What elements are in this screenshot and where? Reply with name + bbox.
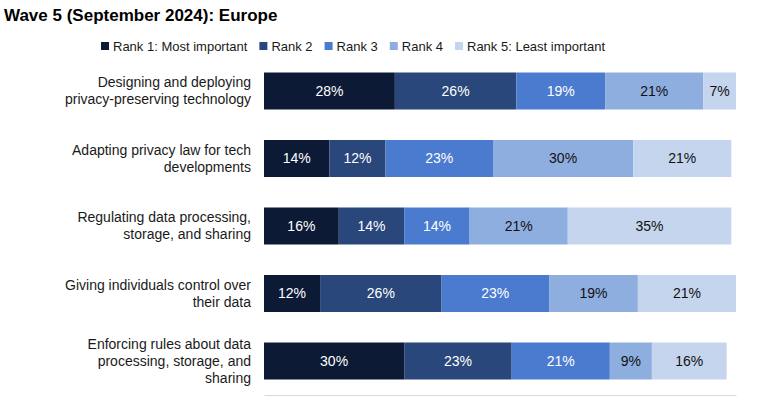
bar-segment xyxy=(442,275,549,312)
data-label: 19% xyxy=(579,285,607,301)
data-label: 30% xyxy=(320,353,348,369)
bar-segment xyxy=(633,140,731,177)
bar-segment xyxy=(264,73,395,110)
chart: Wave 5 (September 2024): Europe Rank 1: M… xyxy=(0,0,769,399)
legend-swatch xyxy=(101,42,109,50)
bar-segment xyxy=(264,208,339,245)
data-label: 26% xyxy=(367,285,395,301)
category-label-line: developments xyxy=(164,159,251,175)
legend-entry: Rank 5: Least important xyxy=(455,39,605,54)
title: Wave 5 (September 2024): Europe xyxy=(4,6,277,25)
bar-segment xyxy=(605,73,703,110)
data-label: 26% xyxy=(442,83,470,99)
data-label: 14% xyxy=(283,150,311,166)
data-label: 35% xyxy=(636,218,664,234)
legend-swatch xyxy=(455,42,463,50)
data-label: 19% xyxy=(547,83,575,99)
data-label: 7% xyxy=(710,83,730,99)
bar-segment xyxy=(493,140,633,177)
data-label: 21% xyxy=(640,83,668,99)
data-label: 14% xyxy=(357,218,385,234)
bar-segment xyxy=(320,275,442,312)
data-label: 28% xyxy=(315,83,343,99)
category-label-line: Designing and deploying xyxy=(98,74,251,90)
legend-label: Rank 2 xyxy=(271,39,312,54)
legend-entry: Rank 1: Most important xyxy=(101,39,248,54)
bar-segment xyxy=(638,275,736,312)
data-label: 21% xyxy=(505,218,533,234)
bar-segment xyxy=(264,275,320,312)
category-label: Designing and deployingprivacy-preservin… xyxy=(65,74,251,107)
data-label: 9% xyxy=(621,353,641,369)
bar-segment xyxy=(512,343,610,380)
category-label-line: Enforcing rules about data xyxy=(88,336,252,352)
category-label-line: Adapting privacy law for tech xyxy=(72,142,251,158)
legend-swatch xyxy=(259,42,267,50)
category-label-line: processing, storage, and xyxy=(98,353,251,369)
category-label: Adapting privacy law for techdevelopment… xyxy=(72,142,251,175)
data-label: 21% xyxy=(673,285,701,301)
legend-entry: Rank 4 xyxy=(390,39,443,54)
data-label: 23% xyxy=(444,353,472,369)
bar-segment xyxy=(549,275,638,312)
category-label: Regulating data processing,storage, and … xyxy=(77,209,251,242)
data-label: 23% xyxy=(481,285,509,301)
category-labels: Designing and deployingprivacy-preservin… xyxy=(65,74,251,386)
bars xyxy=(264,73,736,380)
category-label-line: storage, and sharing xyxy=(123,226,251,242)
bar-segment xyxy=(404,208,469,245)
bar-segment xyxy=(470,208,568,245)
category-label-line: Giving individuals control over xyxy=(65,277,251,293)
bar-segment xyxy=(386,140,493,177)
legend-label: Rank 4 xyxy=(402,39,443,54)
data-label: 16% xyxy=(675,353,703,369)
bar-segment xyxy=(703,73,736,110)
legend-label: Rank 5: Least important xyxy=(467,39,605,54)
data-label: 12% xyxy=(278,285,306,301)
legend-swatch xyxy=(325,42,333,50)
bar-segment xyxy=(568,208,732,245)
category-label: Giving individuals control overtheir dat… xyxy=(65,277,251,310)
bar-segment xyxy=(404,343,511,380)
data-label: 23% xyxy=(425,150,453,166)
category-label-line: their data xyxy=(193,294,252,310)
x-axis xyxy=(265,395,737,396)
data-label: 21% xyxy=(547,353,575,369)
bar-segment xyxy=(329,140,385,177)
category-label-line: sharing xyxy=(205,370,251,386)
data-label: 12% xyxy=(343,150,371,166)
x-axis-line xyxy=(265,395,737,396)
bar-segment xyxy=(610,343,652,380)
data-label: 30% xyxy=(549,150,577,166)
legend-entry: Rank 3 xyxy=(325,39,378,54)
data-label: 14% xyxy=(423,218,451,234)
legend: Rank 1: Most important Rank 2 Rank 3 Rank 4… xyxy=(101,39,605,54)
legend-swatch xyxy=(390,42,398,50)
bar-segment xyxy=(264,343,404,380)
bar-segment xyxy=(395,73,517,110)
data-labels: 28% 14% 16% 12% 30% 26% 12% 14% 26% 23% 19% 23% 14% 2… xyxy=(278,83,730,369)
legend-label: Rank 1: Most important xyxy=(113,39,248,54)
data-label: 16% xyxy=(287,218,315,234)
bar-segment xyxy=(339,208,404,245)
legend-entry: Rank 2 xyxy=(259,39,312,54)
category-label: Enforcing rules about dataprocessing, st… xyxy=(88,336,252,386)
bar-segment xyxy=(264,140,329,177)
legend-label: Rank 3 xyxy=(337,39,378,54)
category-label-line: privacy-preserving technology xyxy=(65,91,251,107)
category-label-line: Regulating data processing, xyxy=(77,209,251,225)
data-label: 21% xyxy=(668,150,696,166)
bar-segment xyxy=(652,343,727,380)
bar-segment xyxy=(516,73,605,110)
